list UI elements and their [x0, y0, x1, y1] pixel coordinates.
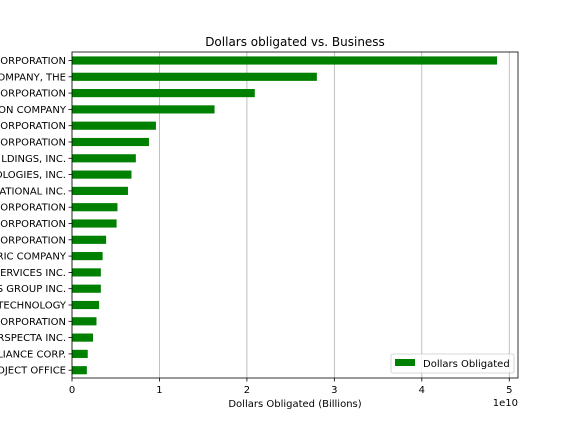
legend-label: Dollars Obligated [423, 359, 510, 370]
x-tick-label: 0 [69, 385, 75, 396]
y-tick-label: RIC COMPANY [0, 252, 67, 263]
y-tick-label: RSPECTA INC. [0, 333, 66, 344]
y-tick-label: LDINGS, INC. [1, 154, 66, 165]
bar [72, 154, 136, 163]
bar [72, 203, 118, 212]
bar [72, 219, 117, 228]
y-tick-label: ORPORATION [0, 138, 66, 149]
y-tick-label: ORPORATION [0, 56, 66, 67]
bar [72, 121, 156, 130]
x-tick-label: 1 [156, 385, 162, 396]
y-tick-label: ORPORATION [0, 219, 66, 230]
y-tick-label: ORPORATION [0, 317, 66, 328]
bar [72, 252, 103, 261]
y-tick-label: ORPORATION [0, 121, 66, 132]
bar [72, 300, 100, 310]
y-tick-label: LIANCE CORP. [0, 349, 66, 360]
x-axis-offset-text: 1e10 [493, 398, 518, 409]
bar [72, 170, 132, 179]
bar [72, 72, 317, 81]
y-tick-label: OMPANY, THE [0, 72, 66, 83]
bar [72, 137, 149, 147]
bar [72, 89, 255, 98]
plot-frame [71, 51, 519, 379]
y-tick-label: ROJECT OFFICE [0, 366, 66, 377]
x-tick-label: 4 [419, 385, 425, 396]
x-tick-label: 3 [331, 385, 337, 396]
y-tick-label: ON COMPANY [0, 105, 67, 116]
legend-box [390, 353, 515, 374]
y-tick-label: ORPORATION [0, 235, 66, 246]
y-tick-label: ORPORATION [0, 203, 66, 214]
bar [72, 333, 93, 342]
y-tick-label: ATIONAL INC. [0, 186, 66, 197]
x-axis-ticks: 0 1 2 3 4 5 [69, 378, 512, 396]
bar [72, 268, 101, 277]
y-tick-label: OLOGIES, INC. [0, 170, 66, 181]
bars [72, 56, 498, 375]
y-axis-ticks: ORPORATION OMPANY, THE ORPORATION ON COMPAN… [0, 56, 72, 377]
grid-lines [71, 52, 510, 378]
bar [72, 235, 107, 244]
bar [72, 366, 87, 375]
x-tick-label: 2 [244, 385, 250, 396]
y-tick-label: ORPORATION [0, 89, 66, 100]
legend-swatch [395, 359, 415, 366]
bar [72, 186, 128, 195]
bar [72, 284, 101, 293]
legend: Dollars Obligated [390, 353, 515, 374]
x-tick-label: 5 [506, 385, 512, 396]
bar [72, 317, 97, 326]
y-tick-label: S GROUP INC. [0, 284, 66, 295]
bar [72, 105, 215, 114]
y-tick-label: ERVICES INC. [0, 268, 66, 279]
y-tick-label: TECHNOLOGY [0, 301, 67, 312]
bar [72, 56, 498, 65]
bar [72, 349, 88, 358]
chart-title: Dollars obligated vs. Business [205, 35, 385, 49]
x-axis-label: Dollars Obligated (Billions) [228, 399, 361, 410]
